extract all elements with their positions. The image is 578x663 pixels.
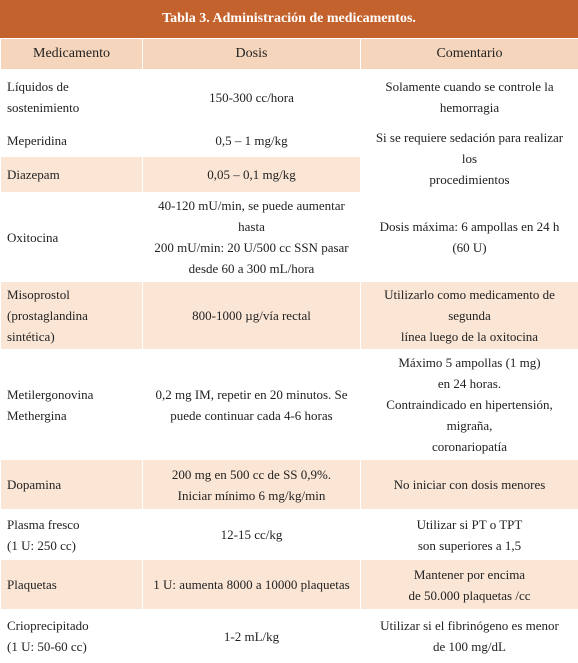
table-cell: 0,5 – 1 mg/kg [143,125,361,157]
table-cell: Solamente cuando se controle la hemorrag… [361,70,578,125]
table-cell: Mantener por encima de 50.000 plaquetas … [361,560,578,610]
table-cell: 0,05 – 0,1 mg/kg [143,156,361,192]
header-cell: Comentario [361,39,578,70]
table-cell: 0,2 mg IM, repetir en 20 minutos. Se pue… [143,350,361,460]
header-cell: Medicamento [1,39,143,70]
table: Medicamento Dosis Comentario Líquidos de… [0,38,578,663]
table-cell: Líquidos de sostenimiento [1,70,143,125]
header-cell: Dosis [143,39,361,70]
table-cell: Utilizar si el fibrinógeno es menor de 1… [361,610,578,663]
table-row: Crioprecipitado (1 U: 50-60 cc)1-2 mL/kg… [1,610,578,663]
table-cell: Diazepam [1,156,143,192]
header-row: Medicamento Dosis Comentario [1,39,578,70]
page: Tabla 3. Administración de medicamentos.… [0,0,578,603]
table-cell: 12-15 cc/kg [143,510,361,560]
table-cell: Metilergonovina Methergina [1,350,143,460]
table-cell: 1-2 mL/kg [143,610,361,663]
table-cell: 150-300 cc/hora [143,70,361,125]
table-cell: Plasma fresco (1 U: 250 cc) [1,510,143,560]
table-cell: No iniciar con dosis menores [361,460,578,510]
table-cell: 40-120 mU/min, se puede aumentar hasta 2… [143,193,361,282]
table-cell: 200 mg en 500 cc de SS 0,9%. Iniciar mín… [143,460,361,510]
table-cell: Si se requiere sedación para realizar lo… [361,125,578,193]
table-cell: Meperidina [1,125,143,157]
table-cell: Crioprecipitado (1 U: 50-60 cc) [1,610,143,663]
table-cell: Plaquetas [1,560,143,610]
table-cell: Utilizarlo como medicamento de segunda l… [361,282,578,350]
table-cell: Dopamina [1,460,143,510]
table-title: Tabla 3. Administración de medicamentos. [0,0,578,38]
table-cell: Oxitocina [1,193,143,282]
table-cell: 1 U: aumenta 8000 a 10000 plaquetas [143,560,361,610]
table-cell: Utilizar si PT o TPT son superiores a 1,… [361,510,578,560]
table-cell: Dosis máxima: 6 ampollas en 24 h (60 U) [361,193,578,282]
table-cell: 800-1000 µg/vía rectal [143,282,361,350]
table-cell: Máximo 5 ampollas (1 mg) en 24 horas. Co… [361,350,578,460]
table-cell: Misoprostol (prostaglandina sintética) [1,282,143,350]
table-row: Misoprostol (prostaglandina sintética)80… [1,282,578,350]
